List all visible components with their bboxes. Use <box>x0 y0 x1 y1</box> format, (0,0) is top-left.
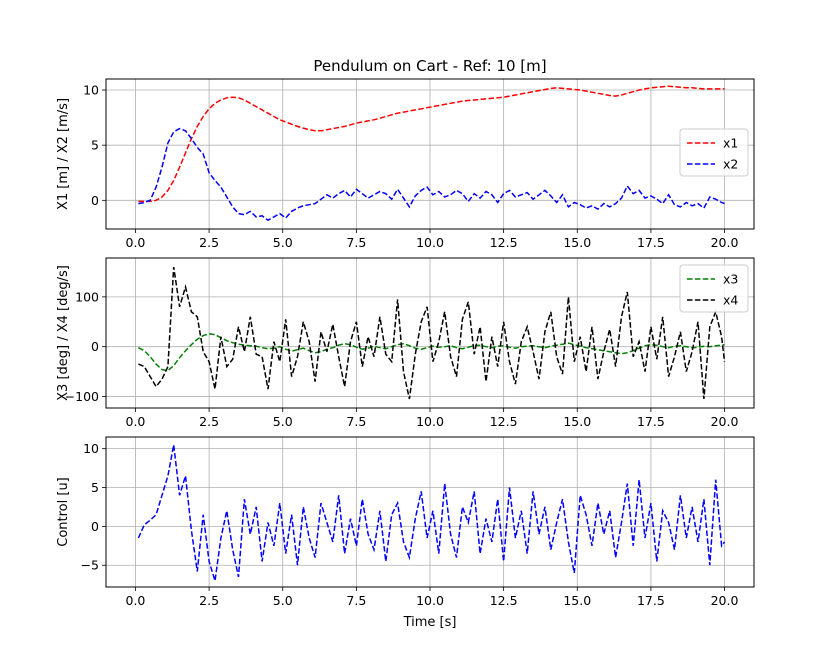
x-tick-label: 20.0 <box>711 593 739 608</box>
y-tick-label: 0 <box>91 339 99 354</box>
y-tick-label: 5 <box>91 138 99 153</box>
y-tick-label: 10 <box>83 441 99 456</box>
x-tick-label: 15.0 <box>563 235 591 250</box>
x-tick-label: 10.0 <box>416 414 444 429</box>
plot-panel-states-position-velocity: 0.0 2.5 5.0 7.5 10.0 12.5 15.0 17.5 20.0 0 5 10 X1 [… <box>56 78 755 250</box>
y-tick-label: −5 <box>81 558 99 573</box>
y-tick-label: 100 <box>75 289 99 304</box>
y-axis-label: X3 [deg] / X4 [deg/s] <box>56 265 71 401</box>
x-axis-label: Time [s] <box>403 615 457 630</box>
x-tick-label: 5.0 <box>273 235 293 250</box>
plot-panel-states-angle-rate: 0.0 2.5 5.0 7.5 10.0 12.5 15.0 17.5 20.0 −100 0 100… <box>56 257 755 429</box>
x-tick-label: 7.5 <box>346 235 366 250</box>
x-tick-label: 12.5 <box>490 235 518 250</box>
y-tick-label: 10 <box>83 83 99 98</box>
legend-label-x3: x3 <box>723 272 738 287</box>
series-line-x4 <box>138 266 726 400</box>
x-tick-label: 0.0 <box>126 593 146 608</box>
y-tick-label: 5 <box>91 480 99 495</box>
x-tick-label: 7.5 <box>346 414 366 429</box>
x-tick-label: 17.5 <box>637 414 665 429</box>
y-tick-label: 0 <box>91 519 99 534</box>
x-tick-label: 0.0 <box>126 235 146 250</box>
x-tick-label: 2.5 <box>199 593 219 608</box>
y-axis-label: X1 [m] / X2 [m/s] <box>56 98 71 210</box>
x-tick-label: 7.5 <box>346 593 366 608</box>
x-tick-label: 15.0 <box>563 593 591 608</box>
x-tick-label: 5.0 <box>273 414 293 429</box>
x-tick-label: 15.0 <box>563 414 591 429</box>
legend-label-x1: x1 <box>723 136 738 151</box>
x-tick-label: 5.0 <box>273 593 293 608</box>
legend-label-x4: x4 <box>723 293 738 308</box>
y-tick-label: 0 <box>91 193 99 208</box>
series-line-x3 <box>138 332 725 372</box>
x-tick-label: 20.0 <box>711 414 739 429</box>
x-tick-label: 12.5 <box>490 593 518 608</box>
x-tick-label: 0.0 <box>126 414 146 429</box>
x-tick-label: 2.5 <box>199 414 219 429</box>
y-axis-label: Control [u] <box>56 477 71 547</box>
legend-label-x2: x2 <box>723 157 738 172</box>
series-line-x1 <box>138 85 725 203</box>
x-tick-label: 17.5 <box>637 593 665 608</box>
x-tick-label: 10.0 <box>416 235 444 250</box>
y-tick-label: −100 <box>65 389 99 404</box>
x-tick-label: 10.0 <box>416 593 444 608</box>
plot-panel-control: 0.0 2.5 5.0 7.5 10.0 12.5 15.0 17.5 20.0 −5 0 5 10 Co… <box>56 436 755 608</box>
chart-title: Pendulum on Cart - Ref: 10 [m] <box>313 57 546 75</box>
x-tick-label: 20.0 <box>711 235 739 250</box>
x-tick-label: 17.5 <box>637 235 665 250</box>
series-line-control <box>137 444 726 582</box>
x-tick-label: 2.5 <box>199 235 219 250</box>
series-line-x2 <box>138 127 725 222</box>
x-tick-label: 12.5 <box>490 414 518 429</box>
